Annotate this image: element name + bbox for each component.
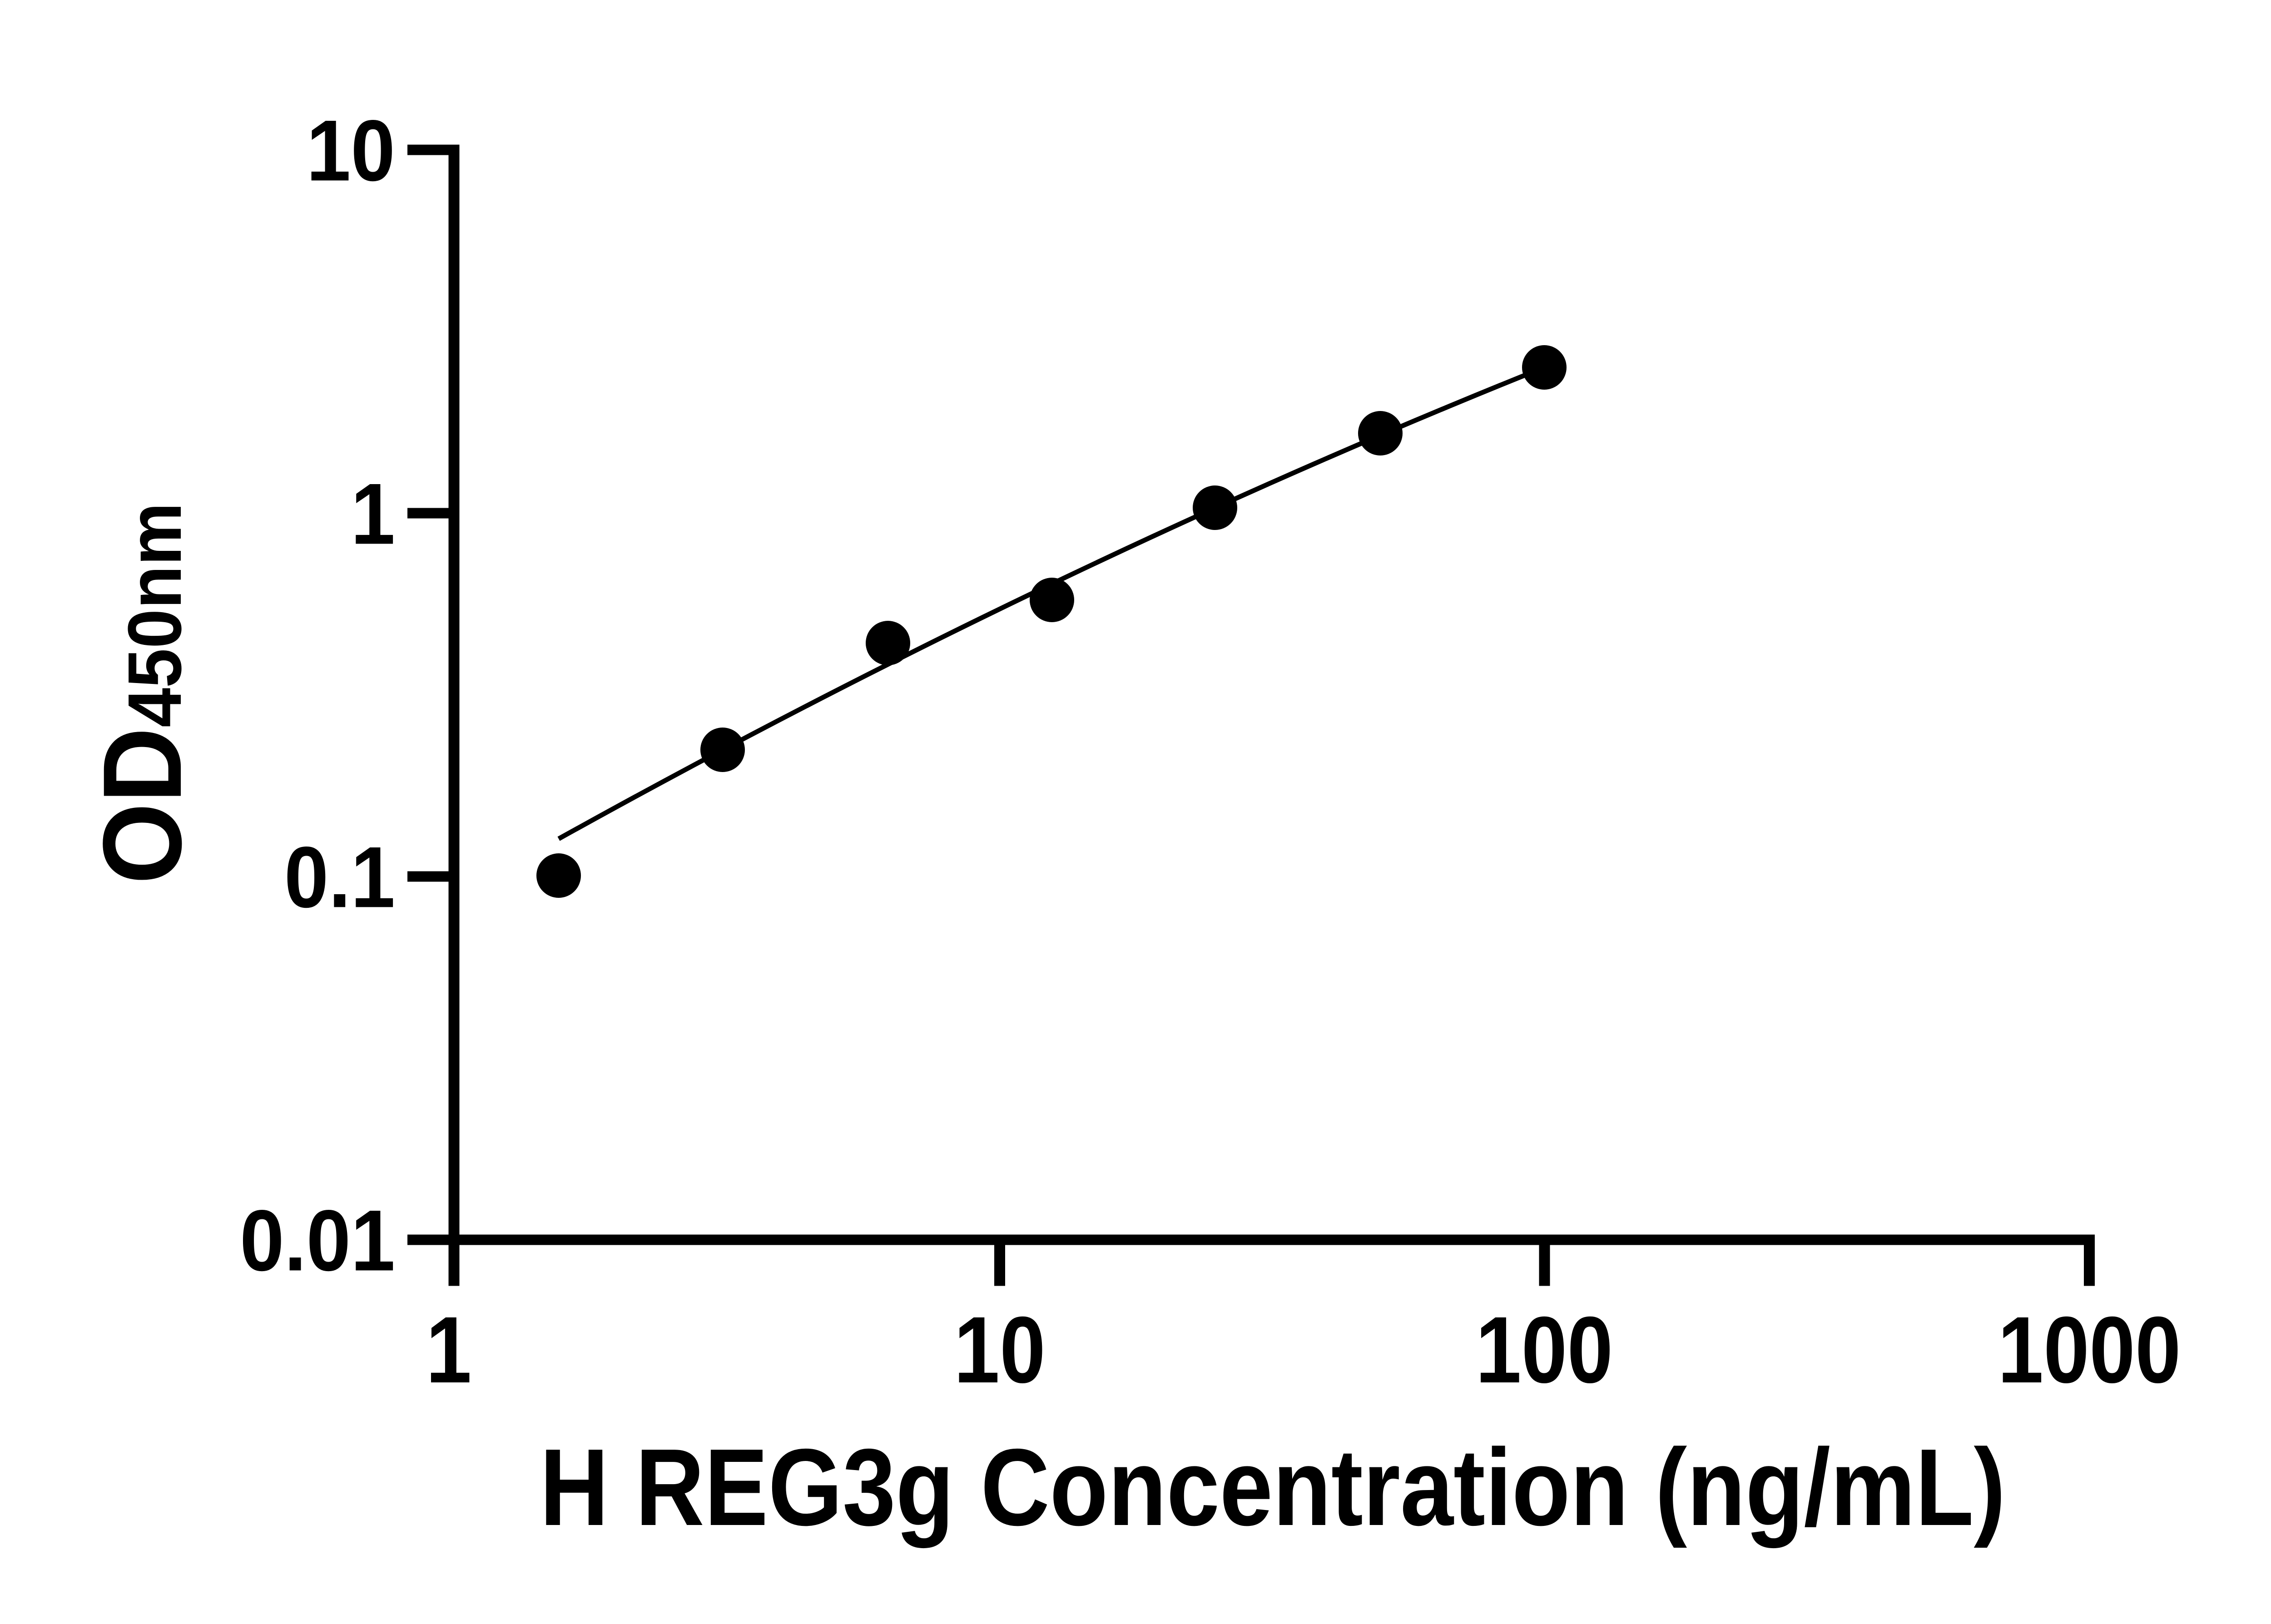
svg-text:100: 100 [1476, 1297, 1613, 1402]
svg-text:1: 1 [426, 1297, 472, 1402]
svg-text:10: 10 [954, 1297, 1046, 1402]
svg-text:1: 1 [351, 465, 395, 562]
svg-text:0.1: 0.1 [284, 829, 395, 926]
svg-text:10: 10 [307, 102, 395, 199]
svg-text:0.01: 0.01 [240, 1192, 395, 1289]
svg-text:1000: 1000 [1998, 1297, 2181, 1402]
svg-text:H REG3g Concentration (ng/mL): H REG3g Concentration (ng/mL) [540, 1426, 2005, 1548]
